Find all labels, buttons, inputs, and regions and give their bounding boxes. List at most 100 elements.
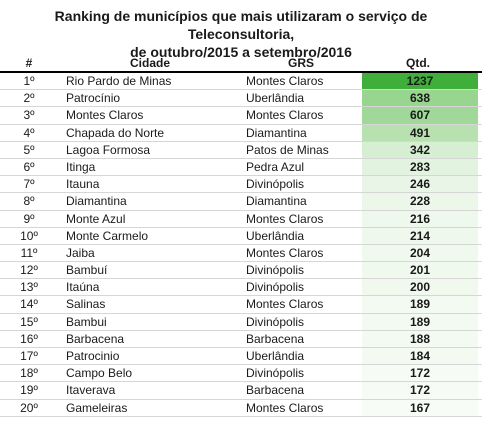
- grs-cell: Montes Claros: [246, 74, 324, 88]
- city-cell: Itaverava: [66, 383, 116, 398]
- table-row: 10º Monte Carmelo Uberlândia 214: [0, 227, 482, 245]
- rank-cell: 13º: [20, 280, 38, 295]
- header-qtd: Qtd. Teleconsultorias: [371, 56, 465, 85]
- qtd-cell: 283: [362, 158, 478, 176]
- table-header: # Cidade GRS Qtd. Teleconsultorias: [0, 56, 482, 85]
- qtd-cell: 214: [362, 227, 478, 244]
- rank-cell: 1º: [23, 74, 35, 88]
- title-line-2: de outubro/2015 a setembro/2016: [130, 44, 352, 60]
- grs-cell: Patos de Minas: [246, 142, 329, 157]
- table-row: 6º Itinga Pedra Azul 283: [0, 158, 482, 177]
- rank-cell: 6º: [23, 159, 35, 174]
- table-row: 8º Diamantina Diamantina 228: [0, 193, 482, 211]
- qtd-cell: 1237: [362, 73, 478, 90]
- grs-cell: Divinópolis: [246, 263, 305, 278]
- table-row: 4º Chapada do Norte Diamantina 491: [0, 124, 482, 142]
- rank-cell: 8º: [23, 194, 35, 209]
- table-row: 7º Itauna Divinópolis 246: [0, 176, 482, 194]
- rank-cell: 17º: [20, 349, 38, 363]
- table-row: 9º Monte Azul Montes Claros 216: [0, 210, 482, 228]
- city-cell: Monte Azul: [66, 211, 126, 226]
- table-row: 1º Rio Pardo de Minas Montes Claros 1237: [0, 73, 482, 91]
- city-cell: Lagoa Formosa: [66, 142, 151, 157]
- city-cell: Jaiba: [66, 245, 95, 260]
- grs-cell: Uberlândia: [246, 349, 305, 363]
- rank-cell: 5º: [23, 142, 35, 157]
- qtd-cell: 200: [362, 279, 478, 296]
- city-cell: Bambuí: [66, 263, 108, 278]
- city-cell: Salinas: [66, 297, 106, 312]
- city-cell: Bambui: [66, 314, 107, 329]
- city-cell: Itauna: [66, 177, 100, 192]
- title-line-1: Ranking de municípios que mais utilizara…: [54, 8, 428, 42]
- qtd-cell: 189: [362, 313, 478, 330]
- qtd-cell: 201: [362, 262, 478, 279]
- qtd-cell: 172: [362, 382, 478, 399]
- rank-cell: 12º: [20, 263, 38, 278]
- table-row: 18º Campo Belo Divinópolis 172: [0, 365, 482, 383]
- qtd-cell: 189: [362, 296, 478, 313]
- grs-cell: Montes Claros: [246, 400, 324, 415]
- rank-cell: 16º: [20, 331, 38, 346]
- rank-cell: 4º: [23, 125, 35, 140]
- rank-cell: 10º: [20, 228, 38, 243]
- grs-cell: Uberlândia: [246, 91, 305, 106]
- table-row: 19º Itaverava Barbacena 172: [0, 382, 482, 400]
- header-grs: GRS: [287, 56, 314, 70]
- ranking-table: # Cidade GRS Qtd. Teleconsultorias 1º Rio…: [0, 56, 482, 417]
- grs-cell: Diamantina: [246, 125, 307, 140]
- qtd-cell: 188: [362, 330, 478, 347]
- city-cell: Montes Claros: [66, 108, 144, 123]
- table-row: 15º Bambui Divinópolis 189: [0, 313, 482, 331]
- grs-cell: Divinópolis: [246, 366, 305, 381]
- header-city: Cidade: [129, 56, 170, 70]
- qtd-cell: 491: [362, 124, 478, 141]
- city-cell: Gameleiras: [66, 400, 128, 415]
- rank-cell: 20º: [20, 400, 38, 415]
- grs-cell: Divinópolis: [246, 280, 305, 295]
- qtd-cell: 638: [362, 90, 478, 107]
- grs-cell: Divinópolis: [246, 177, 305, 192]
- table-row: 5º Lagoa Formosa Patos de Minas 342: [0, 141, 482, 159]
- rank-cell: 14º: [20, 297, 38, 312]
- qtd-cell: 216: [362, 210, 478, 227]
- grs-cell: Montes Claros: [246, 297, 324, 312]
- city-cell: Rio Pardo de Minas: [66, 74, 172, 88]
- rank-cell: 2º: [23, 91, 35, 106]
- city-cell: Chapada do Norte: [66, 125, 165, 140]
- grs-cell: Divinópolis: [246, 314, 305, 329]
- header-rank: #: [25, 56, 33, 70]
- rank-cell: 3º: [23, 108, 35, 123]
- grs-cell: Montes Claros: [246, 108, 324, 123]
- qtd-cell: 167: [362, 399, 478, 416]
- city-cell: Barbacena: [66, 331, 125, 346]
- table-row: 14º Salinas Montes Claros 189: [0, 296, 482, 314]
- qtd-cell: 246: [362, 176, 478, 193]
- city-cell: Itinga: [66, 159, 96, 174]
- qtd-cell: 184: [362, 348, 478, 365]
- table-row: 16º Barbacena Barbacena 188: [0, 330, 482, 348]
- grs-cell: Barbacena: [246, 331, 305, 346]
- table-row: 11º Jaiba Montes Claros 204: [0, 244, 482, 263]
- qtd-cell: 342: [362, 141, 478, 158]
- table-row: 17º Patrocinio Uberlândia 184: [0, 348, 482, 366]
- grs-cell: Montes Claros: [246, 245, 324, 260]
- city-cell: Patrocínio: [66, 91, 121, 106]
- rank-cell: 19º: [20, 383, 38, 398]
- grs-cell: Montes Claros: [246, 211, 324, 226]
- qtd-cell: 607: [362, 107, 478, 124]
- table-row: 3º Montes Claros Montes Claros 607: [0, 107, 482, 125]
- rank-cell: 11º: [20, 245, 38, 260]
- table-row: 13º Itaúna Divinópolis 200: [0, 279, 482, 297]
- table-row: 12º Bambuí Divinópolis 201: [0, 262, 482, 280]
- table-body: 1º Rio Pardo de Minas Montes Claros 1237 2º P…: [0, 73, 482, 417]
- rank-cell: 15º: [20, 314, 38, 329]
- rank-cell: 9º: [23, 211, 35, 226]
- city-cell: Itaúna: [66, 280, 100, 295]
- grs-cell: Pedra Azul: [246, 159, 305, 174]
- city-cell: Campo Belo: [66, 366, 133, 381]
- rank-cell: 18º: [20, 366, 38, 381]
- city-cell: Monte Carmelo: [66, 228, 149, 243]
- qtd-cell: 204: [362, 244, 478, 262]
- table-row: 20º Gameleiras Montes Claros 167: [0, 399, 482, 417]
